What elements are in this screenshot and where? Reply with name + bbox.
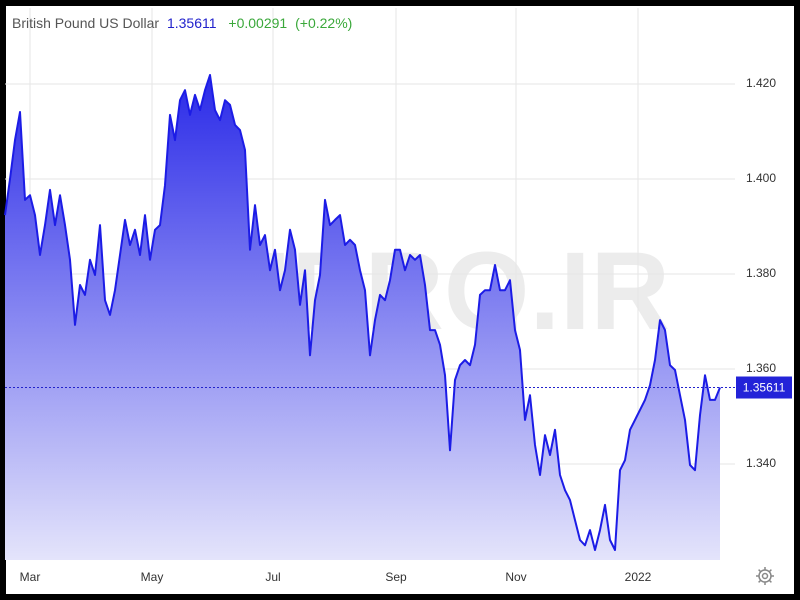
y-tick-label: 1.360 bbox=[746, 361, 776, 375]
y-tick-label: 1.340 bbox=[746, 456, 776, 470]
chart-title: British Pound US Dollar 1.35611 +0.00291… bbox=[12, 15, 352, 31]
last-price: 1.35611 bbox=[167, 15, 217, 31]
settings-icon[interactable] bbox=[756, 567, 774, 585]
x-tick-label: Nov bbox=[505, 570, 526, 584]
x-tick-label: 2022 bbox=[625, 570, 652, 584]
last-price-label: 1.35611 bbox=[743, 381, 786, 395]
last-price-box bbox=[736, 376, 792, 399]
area bbox=[5, 75, 720, 560]
y-tick-label: 1.420 bbox=[746, 76, 776, 90]
x-tick-label: Jul bbox=[265, 570, 280, 584]
y-tick-label: 1.380 bbox=[746, 266, 776, 280]
x-tick-label: May bbox=[141, 570, 164, 584]
instrument-name: British Pound US Dollar bbox=[12, 15, 159, 31]
line bbox=[4, 74, 721, 551]
y-tick-label: 1.400 bbox=[746, 171, 776, 185]
plot: CMPRO.IRMarMayJulSepNov20221.3401.3601.3… bbox=[4, 8, 792, 584]
price-change: +0.00291 bbox=[228, 15, 287, 31]
price-change-percent: (+0.22%) bbox=[295, 15, 352, 31]
x-tick-label: Mar bbox=[20, 570, 41, 584]
x-tick-label: Sep bbox=[385, 570, 407, 584]
